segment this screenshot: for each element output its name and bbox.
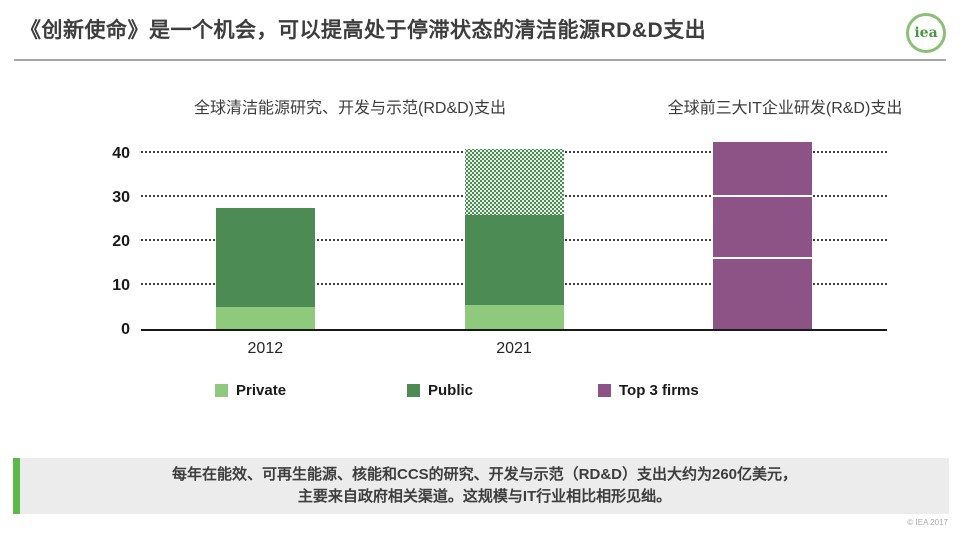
x-tick-2021: 2021 — [496, 340, 532, 357]
bar-segment — [215, 208, 315, 307]
legend-item-public: Public — [407, 382, 473, 399]
legend-swatch-private — [215, 384, 228, 397]
bar-segment — [464, 304, 564, 329]
legend-item-top3: Top 3 firms — [598, 382, 699, 399]
bar-segment — [464, 148, 564, 215]
right-chart-title: 全球前三大IT企业研发(R&D)支出 — [667, 100, 903, 117]
page-title: 《创新使命》是一个机会，可以提高处于停滞状态的清洁能源RD&D支出 — [20, 19, 707, 42]
plot-area — [141, 142, 887, 331]
copyright: © IEA 2017 — [907, 518, 948, 527]
callout-box: 每年在能效、可再生能源、核能和CCS的研究、开发与示范（RD&D）支出大约为26… — [20, 458, 949, 514]
bar-segment — [713, 258, 813, 329]
legend-swatch-top3 — [598, 384, 611, 397]
header-divider — [14, 59, 946, 61]
bar-segment — [464, 214, 564, 305]
callout-accent-bar — [13, 458, 20, 514]
y-tick-40: 40 — [112, 145, 130, 162]
x-tick-2012: 2012 — [247, 340, 284, 357]
callout-line-1: 每年在能效、可再生能源、核能和CCS的研究、开发与示范（RD&D）支出大约为26… — [171, 466, 798, 483]
y-tick-20: 20 — [112, 233, 130, 250]
bar-2012 — [215, 208, 315, 329]
legend-label-top3: Top 3 firms — [619, 382, 699, 399]
y-tick-30: 30 — [112, 189, 130, 206]
bar-segment — [713, 197, 813, 259]
iea-logo-text: iea — [914, 25, 938, 41]
legend-label-private: Private — [236, 382, 287, 399]
y-tick-0: 0 — [121, 321, 130, 338]
bar-segment — [215, 307, 315, 329]
iea-logo: iea — [906, 13, 946, 53]
bar-segment — [713, 142, 813, 198]
callout-line-2: 主要来自政府相关渠道。这规模与IT行业相比相形见绌。 — [297, 488, 672, 505]
legend-item-private: Private — [215, 382, 286, 399]
left-chart-title: 全球清洁能源研究、开发与示范(RD&D)支出 — [194, 100, 506, 117]
legend-label-public: Public — [428, 382, 474, 399]
y-tick-10: 10 — [112, 277, 130, 294]
bar-2021 — [464, 148, 564, 329]
legend-swatch-public — [407, 384, 420, 397]
bar-Top 3 firms — [713, 142, 813, 329]
